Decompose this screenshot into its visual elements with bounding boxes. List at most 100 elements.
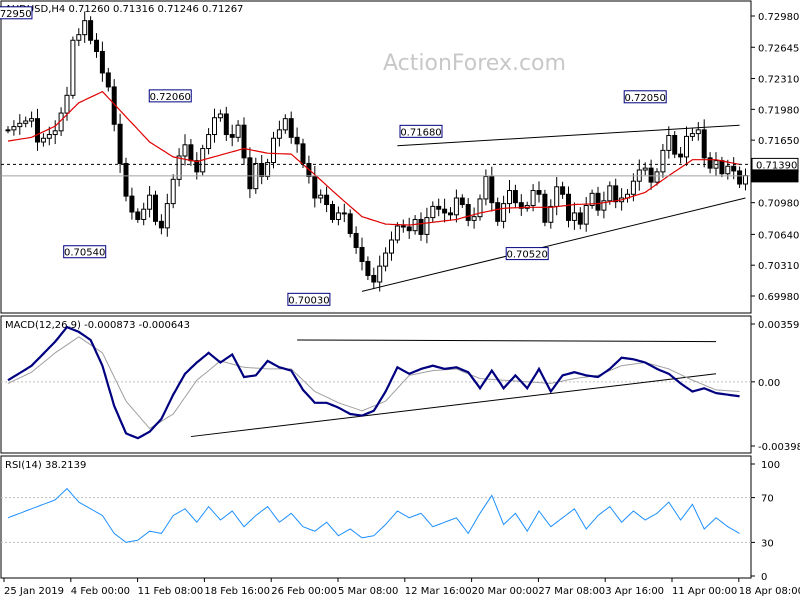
candle-body: [666, 134, 672, 151]
macd-line: [7, 325, 740, 440]
candle-body: [341, 212, 347, 215]
candle-body: [377, 265, 383, 283]
candle-body: [613, 185, 619, 203]
price-panel: [0, 0, 752, 314]
macd-signal-line: [7, 336, 740, 430]
candle-body: [495, 202, 501, 222]
candle-body: [566, 193, 571, 221]
time-axis-label: 4 Feb 00:00: [71, 586, 130, 597]
candle-body: [129, 195, 135, 213]
candle-body: [164, 203, 170, 229]
price-annotation: 0.72950: [0, 9, 32, 20]
candle-body: [400, 225, 406, 228]
candle-body: [11, 126, 17, 131]
candle-body: [182, 144, 188, 157]
candle-body: [448, 212, 453, 216]
candle-body: [489, 176, 495, 204]
time-axis-label: 25 Jan 2019: [4, 586, 64, 597]
price-annotation: 0.70030: [288, 295, 329, 306]
candle-body: [442, 208, 448, 214]
candle-body: [241, 124, 247, 159]
price-annotation-box: [287, 292, 331, 306]
candle-body: [642, 167, 648, 171]
candle-body: [719, 160, 725, 175]
price-annotation-box: [623, 90, 667, 104]
candle-body: [312, 176, 318, 199]
candle-body: [76, 34, 82, 41]
candle-body: [383, 252, 389, 267]
macd-axis-label: 0.003592: [758, 320, 800, 331]
price-annotation-box: [399, 124, 443, 138]
time-axis-label: 26 Feb 00:00: [271, 586, 337, 597]
price-axis-label: 0.71980: [758, 105, 799, 116]
price-annotation: 0.72060: [150, 92, 191, 103]
macd-trendline: [190, 373, 717, 438]
candle-body: [40, 137, 46, 143]
candle-body: [684, 135, 689, 158]
candle-body: [406, 226, 412, 232]
price-axis-label: 0.70640: [758, 230, 799, 241]
macd-label: MACD(12,26,9) -0.000873 -0.000643: [5, 320, 190, 331]
trendline: [361, 197, 746, 292]
candle-body: [548, 205, 554, 223]
price-annotation-box: [63, 245, 107, 259]
candle-body: [654, 171, 660, 183]
time-axis-label: 11 Apr 00:00: [672, 586, 737, 597]
price-tag-box: [751, 169, 799, 183]
price-axis-label: 0.72645: [758, 43, 799, 54]
rsi-plot: [1, 487, 751, 543]
candle-body: [35, 118, 40, 143]
rsi-panel: [0, 455, 752, 579]
candle-body: [436, 205, 442, 210]
candle-body: [46, 134, 52, 139]
candle-body: [554, 186, 560, 207]
candle-body: [595, 192, 601, 211]
rsi-axis-label: 30: [761, 538, 774, 549]
candle-body: [276, 129, 282, 139]
candle-body: [29, 118, 35, 122]
price-annotation: 0.71680: [400, 127, 441, 138]
candle-body: [560, 186, 566, 195]
price-axis-label: 0.72980: [758, 12, 799, 23]
price-tag: 0.71267: [756, 172, 797, 183]
candle-body: [294, 136, 300, 145]
price-annotation-box: [0, 6, 33, 20]
candle-body: [347, 213, 353, 234]
candle-body: [188, 144, 194, 162]
candle-body: [695, 129, 701, 135]
candle-body: [229, 134, 235, 138]
candle-body: [430, 205, 436, 219]
candle-body: [678, 153, 684, 158]
candle-body: [94, 39, 99, 52]
time-axis-label: 27 Mar 08:00: [538, 586, 605, 597]
trendline: [397, 124, 740, 147]
candle-body: [153, 194, 158, 222]
candle-body: [70, 39, 76, 96]
candle-body: [288, 118, 294, 138]
candle-body: [141, 208, 147, 220]
rsi-label: RSI(14) 38.2139: [5, 460, 86, 471]
candle-body: [601, 200, 607, 211]
macd-axis-label: 0.00: [758, 378, 780, 389]
price-plot: 0.72950 0.72060 0.70540 0.70030 0.71680 0.705…: [0, 6, 751, 306]
candle-body: [512, 190, 518, 204]
candle-body: [477, 198, 483, 218]
time-axis-label: 18 Feb 16:00: [204, 586, 270, 597]
candle-body: [731, 165, 737, 172]
candle-body: [82, 20, 88, 36]
candle-body: [158, 220, 164, 229]
candle-body: [501, 203, 507, 222]
candle-body: [353, 232, 359, 248]
price-axis-label: 0.71650: [758, 136, 799, 147]
candle-body: [689, 133, 695, 137]
price-axis-label: 0.70980: [758, 199, 799, 210]
candle-body: [176, 155, 182, 180]
price-annotation: 0.70540: [64, 248, 105, 259]
candle-body: [64, 94, 70, 114]
candle-body: [737, 170, 743, 185]
ema-line: [7, 90, 740, 226]
candle-body: [282, 118, 288, 131]
macd-trendline: [297, 339, 717, 343]
price-axis-label: 0.72310: [758, 75, 799, 86]
